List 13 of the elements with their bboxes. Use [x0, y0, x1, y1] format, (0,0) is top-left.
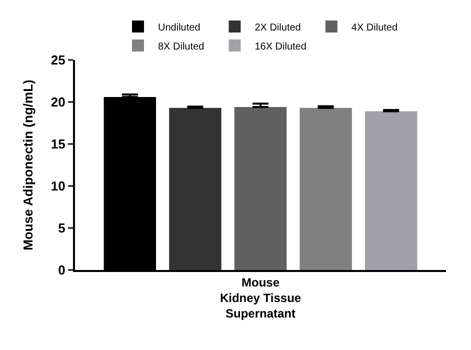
legend-label: 8X Diluted	[158, 41, 204, 52]
legend-label: 4X Diluted	[351, 22, 398, 34]
legend-label: Undiluted	[158, 22, 200, 34]
x-tick-label: Mouse Kidney Tissue Supernatant	[220, 275, 302, 321]
y-tick-label: 15	[50, 136, 66, 152]
y-axis-title: Mouse Adiponectin (ng/mL)	[20, 80, 36, 250]
legend-label: 2X Diluted	[254, 22, 301, 34]
y-tick-label: 0	[58, 262, 66, 278]
y-tick-label: 20	[50, 94, 66, 110]
y-tick-label: 5	[58, 220, 66, 236]
y-tick-label: 25	[50, 52, 66, 68]
legend-label: 16X Diluted	[254, 41, 306, 52]
y-tick-label: 10	[50, 178, 66, 194]
